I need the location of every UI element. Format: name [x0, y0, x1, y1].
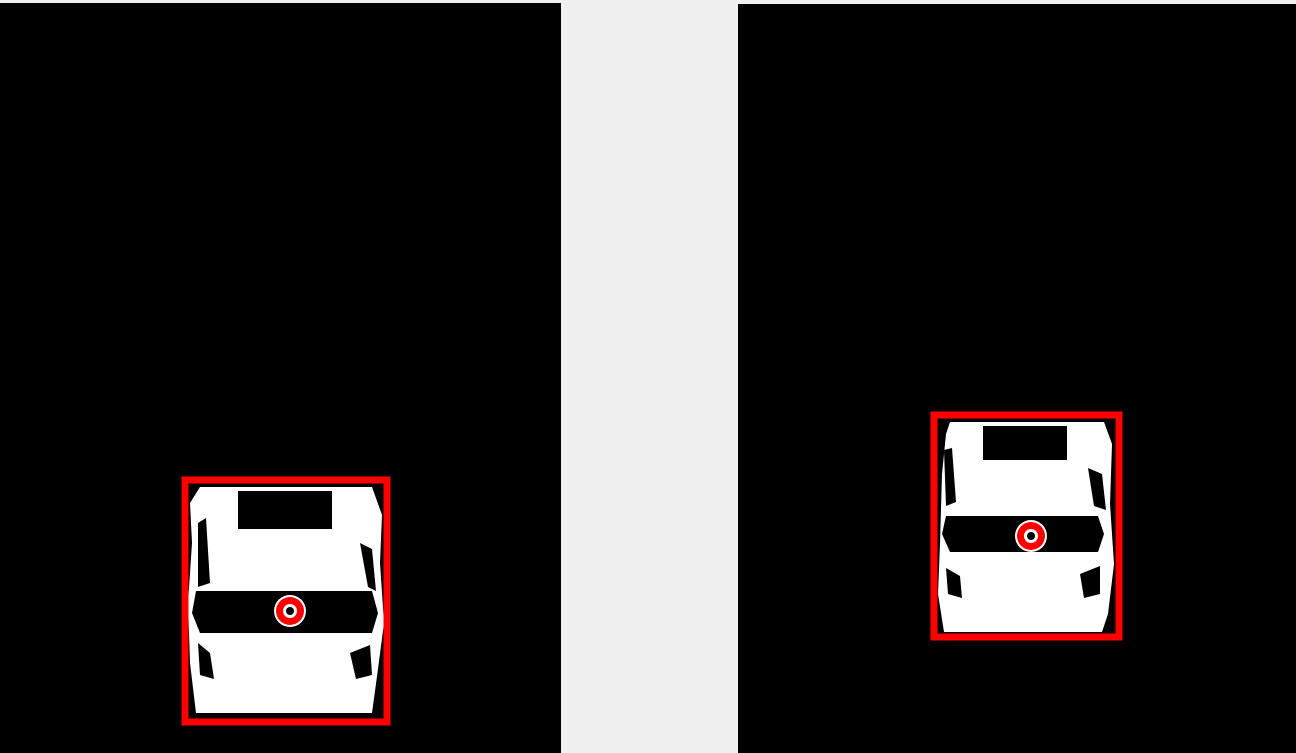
detection-box [930, 411, 1123, 641]
centroid-marker [274, 595, 306, 627]
right-mask-frame [738, 4, 1296, 753]
left-mask-frame [0, 3, 561, 753]
centroid-marker [1015, 520, 1047, 552]
left-mask-canvas [181, 476, 391, 726]
detection-box [181, 476, 391, 726]
right-mask-canvas [930, 411, 1123, 641]
